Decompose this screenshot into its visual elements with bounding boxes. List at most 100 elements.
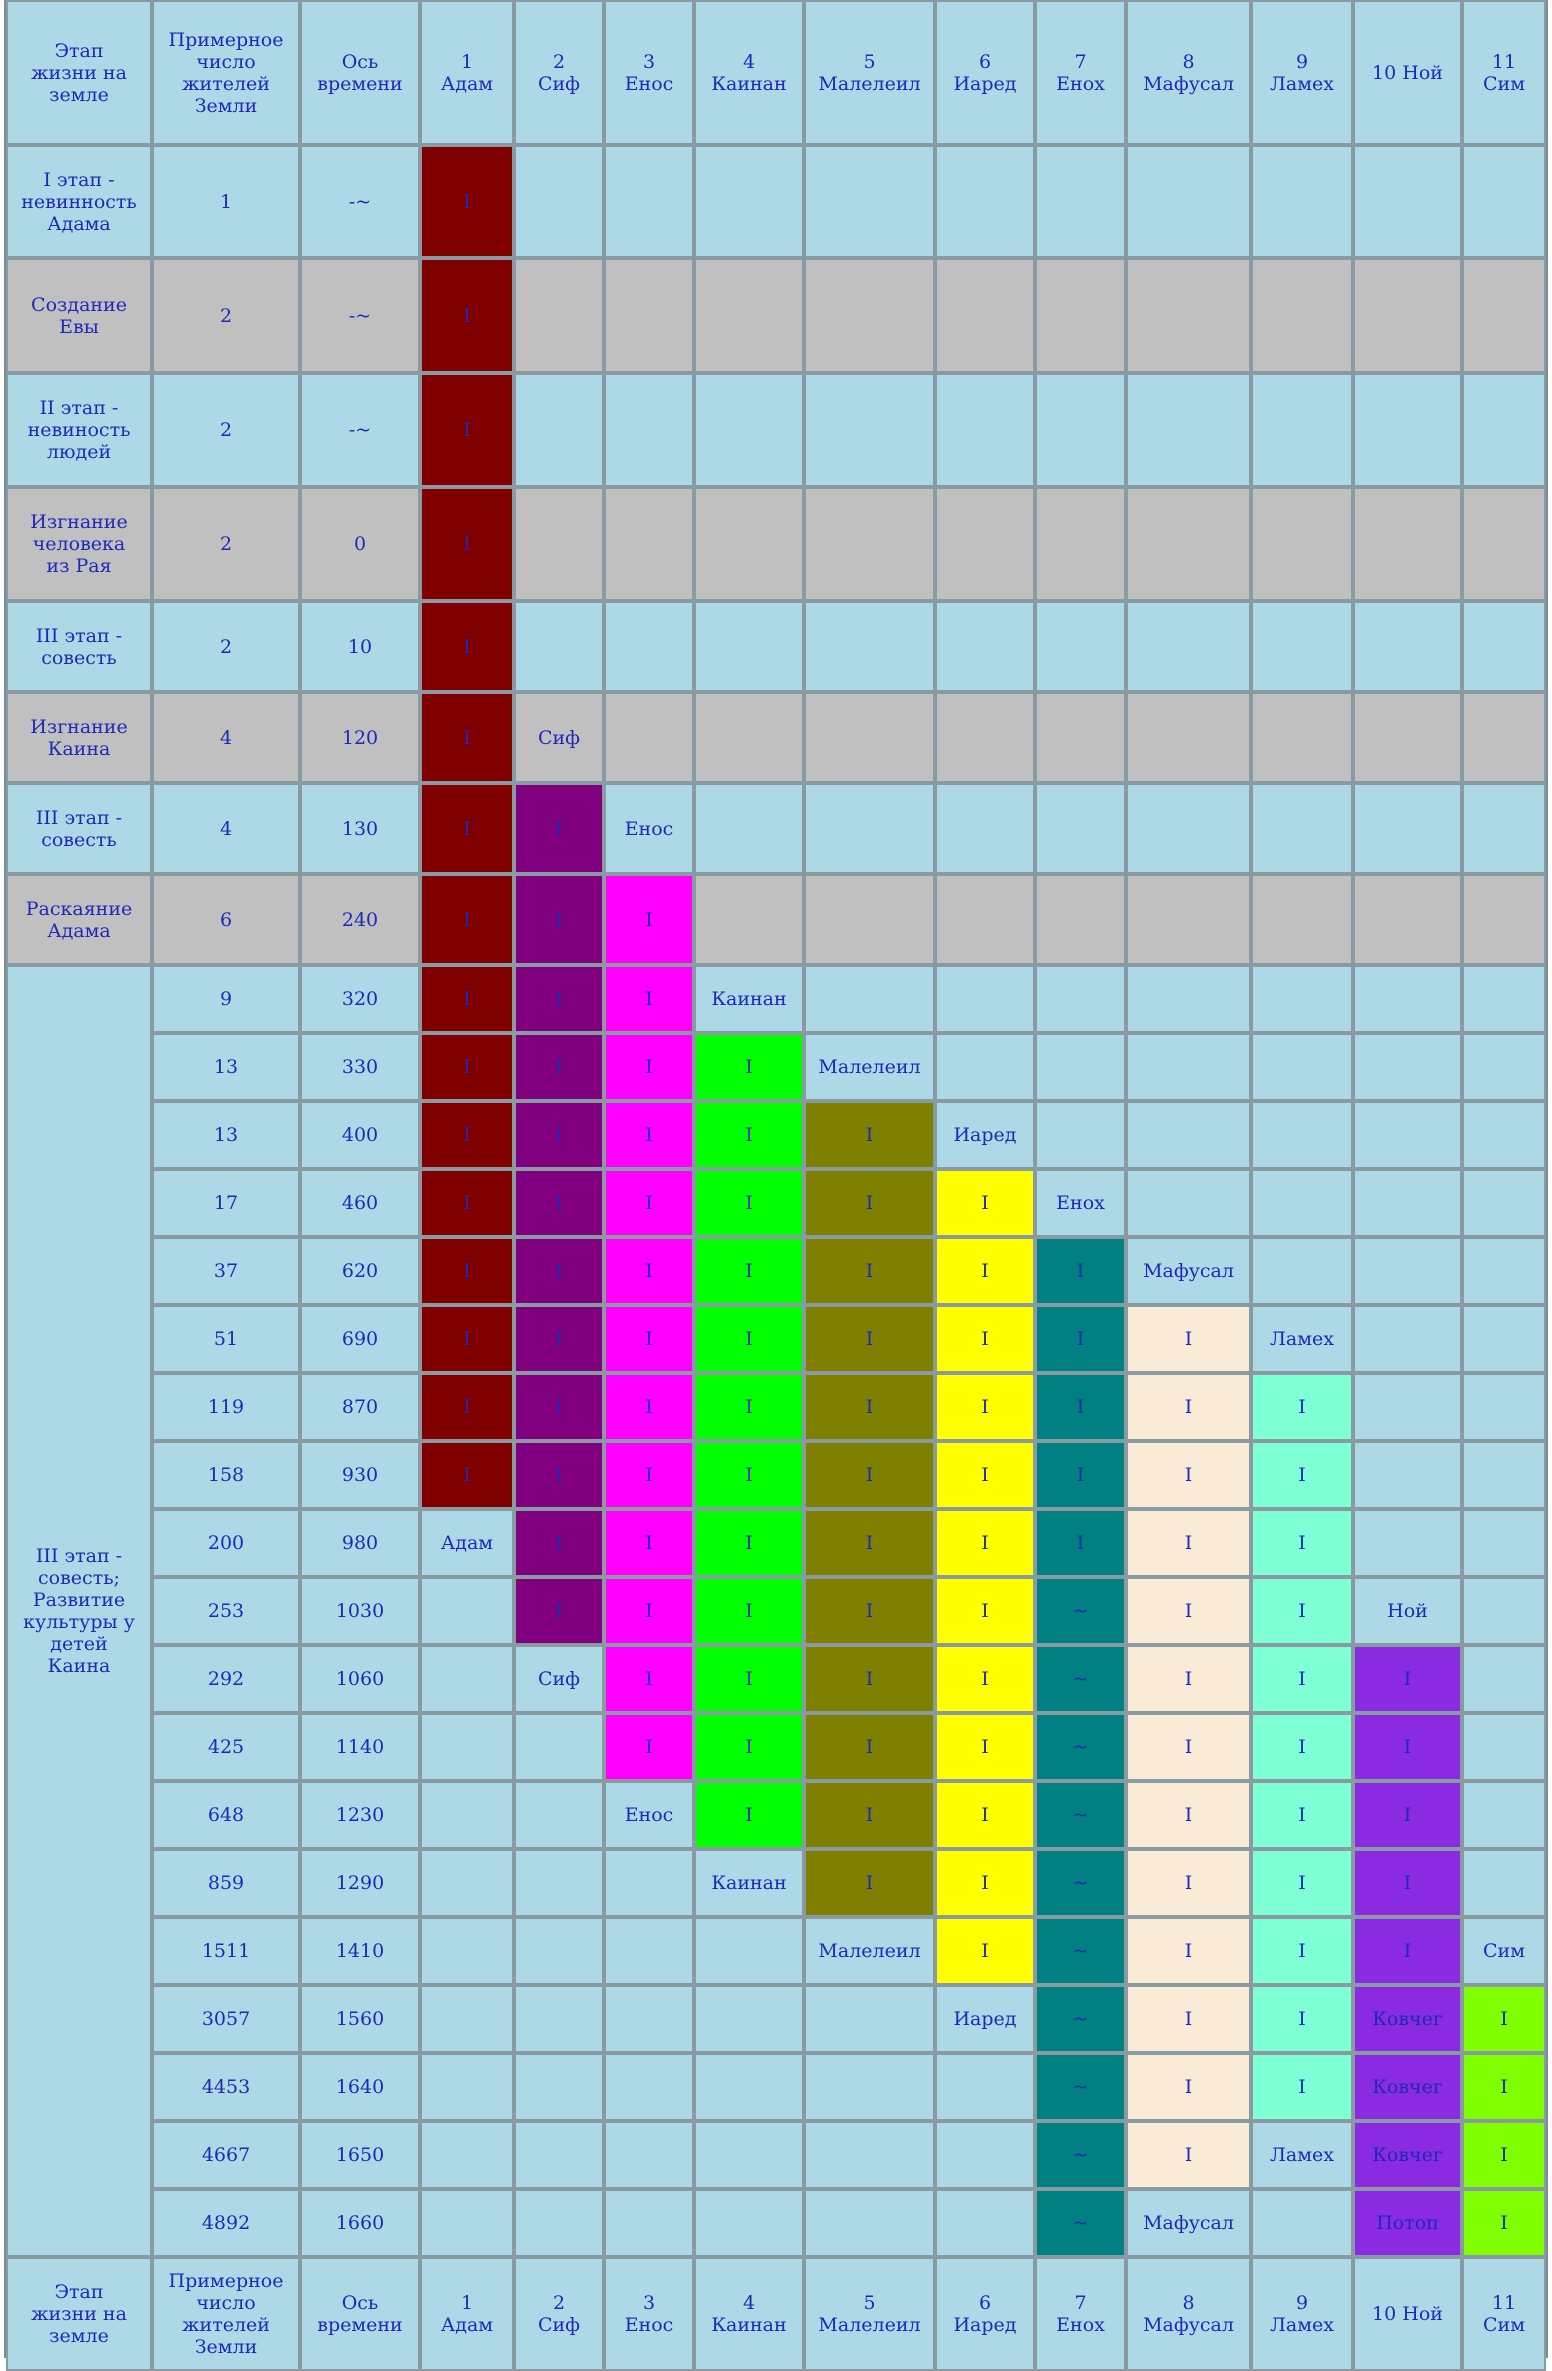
patriarch-cell-enos-life: I — [604, 1237, 694, 1305]
patriarch-cell-sim — [1462, 1781, 1546, 1849]
patriarch-cell-mafusal — [1126, 1033, 1251, 1101]
patriarch-cell-lameh-life: I — [1251, 1509, 1353, 1577]
patriarch-cell-lameh — [1251, 1033, 1353, 1101]
patriarch-cell-sim — [1462, 692, 1546, 783]
patriarch-cell-sif-label: Сиф — [514, 692, 604, 783]
patriarch-cell-iared-life: I — [935, 1509, 1035, 1577]
population-cell: 4 — [152, 692, 300, 783]
footer-header-cell-8: 6 Иаред — [935, 2257, 1035, 2371]
patriarch-cell-enos — [604, 2121, 694, 2189]
patriarch-cell-lameh — [1251, 783, 1353, 874]
patriarch-cell-iared — [935, 2121, 1035, 2189]
population-cell: 17 — [152, 1169, 300, 1237]
population-cell: 1511 — [152, 1917, 300, 1985]
population-cell: 859 — [152, 1849, 300, 1917]
time-cell: 690 — [300, 1305, 420, 1373]
patriarch-cell-lameh-life: I — [1251, 1985, 1353, 2053]
patriarch-cell-sim-life: I — [1462, 2189, 1546, 2257]
patriarch-cell-mafusal — [1126, 692, 1251, 783]
patriarch-cell-sif — [514, 373, 604, 487]
patriarch-cell-adam-life: I — [420, 258, 514, 373]
patriarch-cell-adam-life: I — [420, 1169, 514, 1237]
patriarch-cell-maleleil-life: I — [804, 1305, 935, 1373]
patriarch-cell-iared — [935, 373, 1035, 487]
time-cell: 400 — [300, 1101, 420, 1169]
patriarch-cell-enos — [604, 487, 694, 601]
patriarch-cell-iared-life: I — [935, 1577, 1035, 1645]
patriarch-cell-kainan — [694, 373, 804, 487]
patriarch-cell-enoh — [1035, 373, 1126, 487]
patriarch-cell-adam-life: I — [420, 965, 514, 1033]
patriarch-cell-lameh-life: I — [1251, 1781, 1353, 1849]
patriarch-cell-sif-life: I — [514, 1373, 604, 1441]
patriarch-cell-kainan — [694, 2189, 804, 2257]
stage-cell: III этап - совесть — [6, 783, 152, 874]
patriarch-cell-iared-life: I — [935, 1849, 1035, 1917]
patriarch-cell-mafusal-life: I — [1126, 1305, 1251, 1373]
patriarch-cell-lameh — [1251, 965, 1353, 1033]
patriarch-cell-lameh-life: I — [1251, 1441, 1353, 1509]
patriarch-cell-maleleil — [804, 145, 935, 258]
patriarch-cell-mafusal-life: I — [1126, 2053, 1251, 2121]
patriarch-cell-maleleil-life: I — [804, 1849, 935, 1917]
patriarch-cell-enos-life: I — [604, 1373, 694, 1441]
patriarch-cell-kainan-life: I — [694, 1713, 804, 1781]
patriarch-cell-kainan-life: I — [694, 1305, 804, 1373]
patriarch-cell-sif — [514, 145, 604, 258]
patriarch-cell-enos — [604, 1985, 694, 2053]
patriarch-cell-enos-life: I — [604, 1645, 694, 1713]
patriarch-cell-enoh — [1035, 783, 1126, 874]
patriarch-cell-adam-life: I — [420, 487, 514, 601]
patriarch-cell-adam-life: I — [420, 692, 514, 783]
patriarch-cell-mafusal-life: I — [1126, 1509, 1251, 1577]
population-cell: 2 — [152, 258, 300, 373]
patriarch-cell-noy — [1353, 1169, 1462, 1237]
patriarch-cell-sim — [1462, 145, 1546, 258]
patriarch-cell-maleleil — [804, 783, 935, 874]
patriarch-cell-sif-life: I — [514, 1577, 604, 1645]
patriarch-cell-sif-life: I — [514, 1169, 604, 1237]
patriarch-cell-sif — [514, 2053, 604, 2121]
patriarch-cell-lameh-label: Ламех — [1251, 1305, 1353, 1373]
patriarch-cell-noy — [1353, 965, 1462, 1033]
patriarch-cell-sim — [1462, 1169, 1546, 1237]
patriarch-cell-sim — [1462, 373, 1546, 487]
patriarch-cell-sim — [1462, 1577, 1546, 1645]
population-cell: 648 — [152, 1781, 300, 1849]
patriarch-cell-sim — [1462, 1033, 1546, 1101]
patriarch-cell-sim-label: Сим — [1462, 1917, 1546, 1985]
patriarch-cell-enoh-life: ~ — [1035, 2189, 1126, 2257]
population-cell: 3057 — [152, 1985, 300, 2053]
patriarch-cell-maleleil — [804, 2053, 935, 2121]
time-cell: 1660 — [300, 2189, 420, 2257]
patriarch-cell-lameh — [1251, 1237, 1353, 1305]
patriarch-cell-iared — [935, 2189, 1035, 2257]
header-cell-13: 11 Сим — [1462, 0, 1546, 145]
footer-header-cell-10: 8 Мафусал — [1126, 2257, 1251, 2371]
patriarch-cell-sim-life: I — [1462, 2053, 1546, 2121]
patriarch-cell-enos-life: I — [604, 1509, 694, 1577]
population-cell: 292 — [152, 1645, 300, 1713]
patriarch-cell-maleleil-life: I — [804, 1713, 935, 1781]
patriarch-cell-iared-label: Иаред — [935, 1985, 1035, 2053]
patriarch-cell-maleleil-life: I — [804, 1781, 935, 1849]
patriarch-cell-iared-life: I — [935, 1237, 1035, 1305]
patriarch-cell-mafusal — [1126, 373, 1251, 487]
patriarch-cell-adam-life: I — [420, 1373, 514, 1441]
patriarch-cell-enos-life: I — [604, 1577, 694, 1645]
patriarch-cell-iared — [935, 145, 1035, 258]
patriarch-cell-kainan — [694, 692, 804, 783]
patriarch-cell-adam-label: Адам — [420, 1509, 514, 1577]
time-cell: -~ — [300, 258, 420, 373]
patriarch-cell-enos — [604, 1849, 694, 1917]
population-cell: 6 — [152, 874, 300, 965]
patriarch-cell-adam — [420, 2053, 514, 2121]
population-cell: 4453 — [152, 2053, 300, 2121]
patriarch-cell-mafusal — [1126, 965, 1251, 1033]
patriarch-cell-iared — [935, 487, 1035, 601]
patriarch-cell-lameh-life: I — [1251, 1577, 1353, 1645]
patriarch-cell-enos — [604, 1917, 694, 1985]
patriarch-cell-lameh — [1251, 373, 1353, 487]
patriarch-cell-sif-life: I — [514, 1237, 604, 1305]
patriarch-cell-adam-life: I — [420, 1237, 514, 1305]
